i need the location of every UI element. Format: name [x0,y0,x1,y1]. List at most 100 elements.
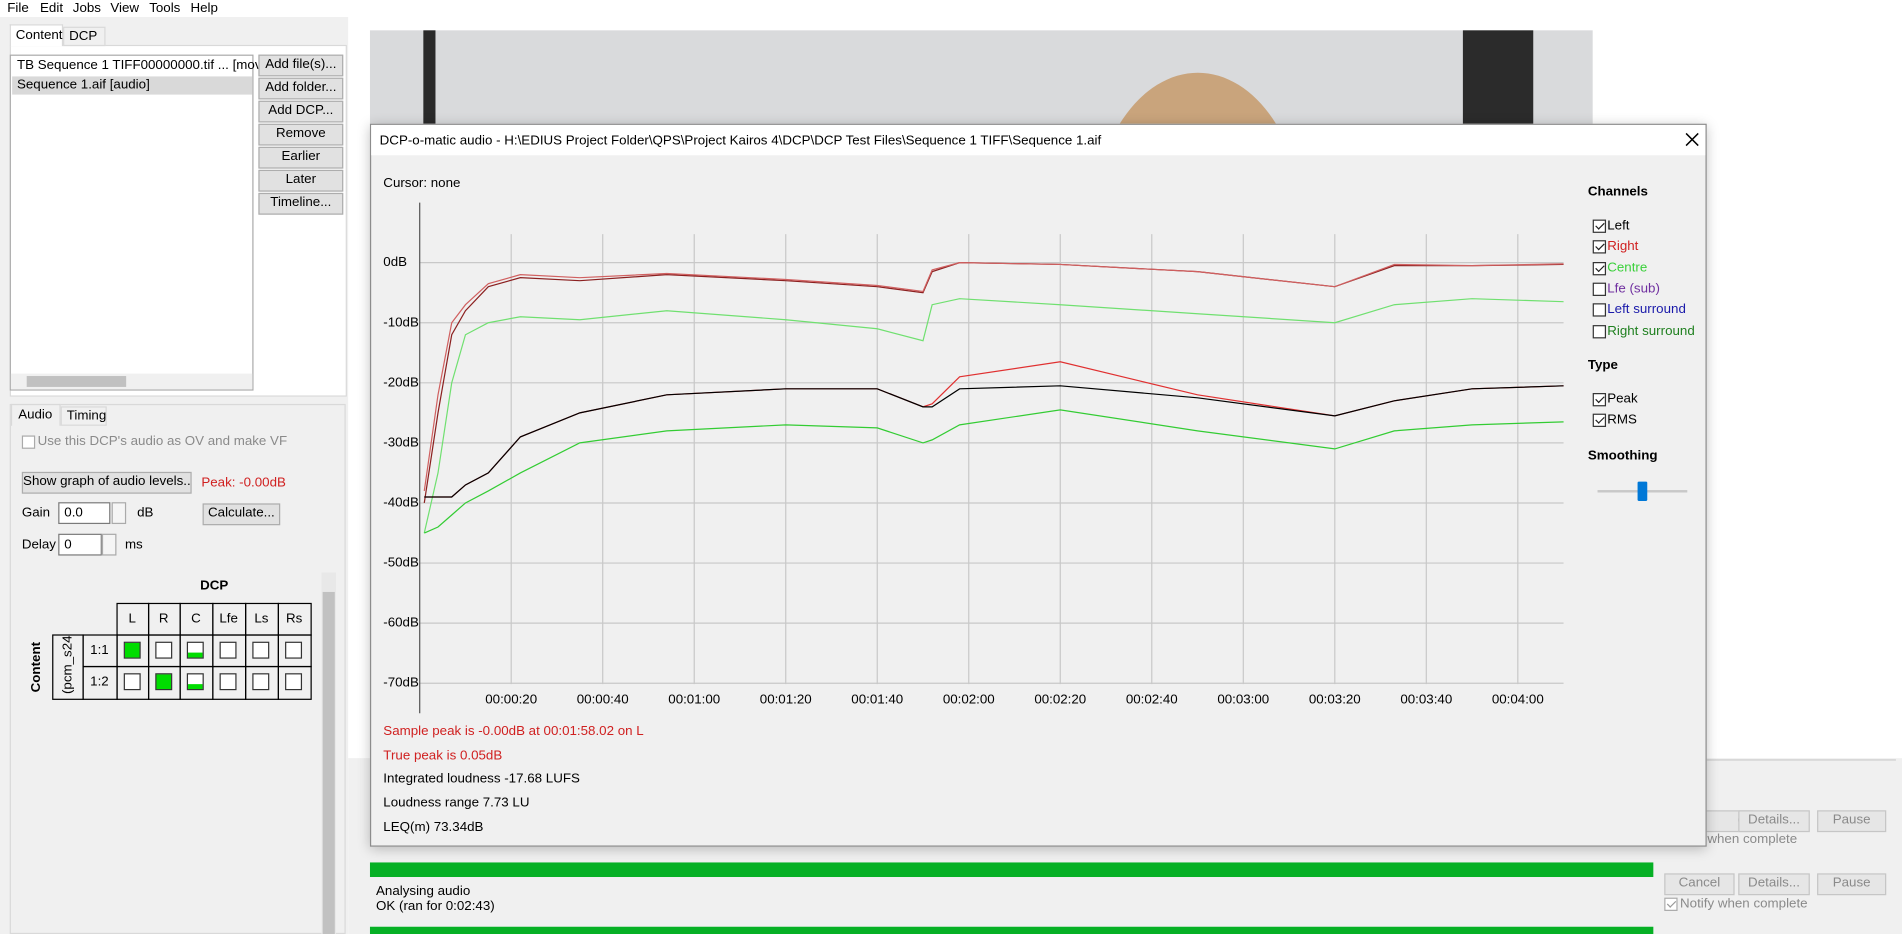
gain-level [124,642,140,658]
details-button[interactable]: Details... [1738,873,1810,896]
content-button[interactable]: Remove [258,123,344,146]
gain-toggle[interactable] [186,641,204,659]
notify-checkbox[interactable] [1664,897,1678,911]
stat-line: Integrated loudness -17.68 LUFS [383,771,580,787]
content-button[interactable]: Add folder... [258,77,344,100]
menu-item[interactable]: Edit [40,1,64,16]
scroll-thumb[interactable] [322,591,335,934]
channel-checkbox[interactable] [1592,303,1607,317]
gain-toggle[interactable] [252,673,270,691]
gain-level [188,684,203,689]
notify-label: Notify when complete [1680,896,1808,911]
tab[interactable]: Content [9,24,64,47]
job-result: OK (ran for 0:02:43) [376,898,495,914]
ov-checkbox[interactable] [21,435,36,449]
gain-toggle[interactable] [285,641,303,659]
y-tick-label: -30dB [383,434,419,449]
content-button[interactable]: Add file(s)... [258,54,344,77]
gain-toggle[interactable] [252,641,270,659]
job-status: Analysing audio [376,884,471,899]
close-button[interactable] [1685,132,1700,147]
menu-bar [0,0,1902,17]
gain-toggle[interactable] [155,673,173,691]
gain-toggle[interactable] [123,641,141,659]
level-line [424,409,1564,534]
channel-checkbox[interactable] [1592,240,1607,254]
matrix-column-label: L [128,611,136,626]
menu-item[interactable]: Help [190,1,218,16]
list-item[interactable]: TB Sequence 1 TIFF00000000.tif ... [movi… [16,58,294,73]
menu-item[interactable]: File [7,1,29,16]
matrix-column-label: Lfe [219,611,238,626]
delay-input[interactable]: 0 [58,533,102,556]
channel-checkbox[interactable] [1592,261,1607,275]
tab[interactable]: DCP [63,26,106,47]
matrix-column-label: C [191,611,201,626]
matrix-row-label: 1:1 [90,642,109,658]
stat-line: LEQ(m) 73.34dB [383,819,484,835]
channel-label[interactable]: Centre [1607,260,1648,275]
x-tick-label: 00:01:40 [851,691,903,706]
type-checkbox[interactable] [1592,393,1607,407]
x-tick-label: 00:03:20 [1309,691,1361,706]
gain-toggle[interactable] [155,641,173,659]
gain-toggle[interactable] [285,673,303,691]
list-item[interactable]: Sequence 1.aif [audio] [16,77,150,93]
menu-item[interactable]: Tools [149,1,181,16]
channel-label[interactable]: Lfe (sub) [1607,281,1660,296]
x-tick-label: 00:03:40 [1400,691,1452,706]
details-button[interactable]: Details... [1738,810,1810,833]
channel-checkbox[interactable] [1592,219,1607,233]
ov-label: Use this DCP's audio as OV and make VF [37,434,288,449]
matrix-title: DCP [200,578,229,594]
menu-item[interactable]: Jobs [72,1,101,16]
x-tick-label: 00:02:40 [1126,691,1178,706]
type-label[interactable]: Peak [1607,391,1638,407]
channel-label[interactable]: Right [1607,239,1639,254]
x-tick-label: 00:01:20 [760,691,812,706]
gain-toggle[interactable] [186,673,204,691]
content-button[interactable]: Timeline... [258,192,344,215]
matrix-column-label: R [158,611,169,626]
scroll-thumb[interactable] [26,376,127,387]
type-checkbox[interactable] [1592,413,1607,428]
type-label[interactable]: RMS [1607,412,1637,428]
gain-toggle[interactable] [123,673,141,691]
content-button[interactable]: Later [258,169,344,192]
gain-input[interactable]: 0.0 [58,502,111,525]
channel-label[interactable]: Right surround [1607,323,1695,338]
slider-thumb[interactable] [1637,481,1648,501]
separator [1706,759,1896,761]
y-tick-label: -60dB [383,615,419,630]
gain-toggle[interactable] [219,641,237,659]
content-button[interactable]: Add DCP... [258,100,344,123]
cancel-button[interactable]: Cancel [1664,873,1735,896]
x-tick-label: 00:03:00 [1217,691,1269,706]
type-title: Type [1587,357,1618,373]
audio-dialog: DCP-o-matic audio - H:\EDIUS Project Fol… [369,123,1707,847]
channel-label[interactable]: Left surround [1607,302,1686,317]
delay-spinner[interactable] [101,533,117,556]
channel-label[interactable]: Left [1607,218,1630,233]
matrix-column-label: Rs [285,611,303,626]
gain-spinner[interactable] [111,502,127,525]
gain-unit: dB [137,505,154,521]
y-tick-label: 0dB [383,254,407,269]
channel-checkbox[interactable] [1592,324,1607,338]
delay-unit: ms [124,537,143,552]
delay-label: Delay [21,537,56,552]
tab[interactable]: Timing [60,406,107,426]
y-tick-label: -10dB [383,314,419,329]
gain-toggle[interactable] [219,673,237,691]
menu-item[interactable]: View [110,1,140,16]
pause-button[interactable]: Pause [1817,873,1887,896]
tab[interactable]: Audio [10,403,61,426]
content-list[interactable] [9,54,254,391]
content-button[interactable]: Earlier [258,146,344,169]
pause-button[interactable]: Pause [1817,810,1887,833]
calculate-button[interactable]: Calculate... [202,503,281,526]
y-tick-label: -20dB [383,374,419,389]
channel-checkbox[interactable] [1592,282,1607,296]
show-graph-button[interactable]: Show graph of audio levels... [21,471,192,494]
